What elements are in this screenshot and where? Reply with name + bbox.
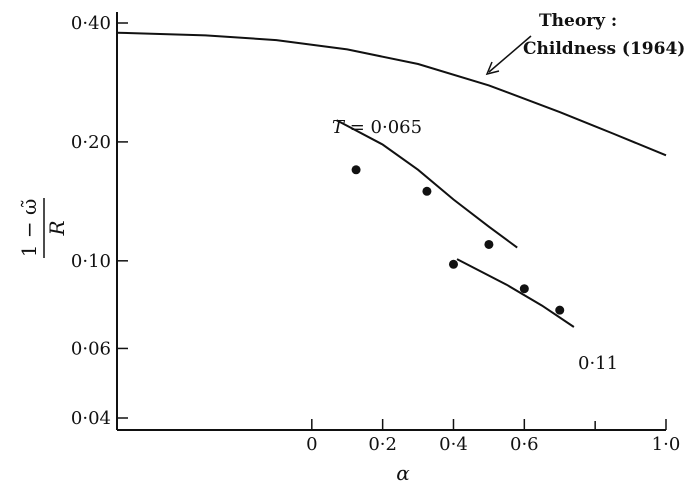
x-tick-label-1: 0·2 [368,434,397,455]
data-points [351,165,565,315]
t-label-value: = 0·065 [344,117,422,138]
y-tick-label-3: 0·06 [71,338,111,359]
y-ticks: 0·40 0·20 0·10 0·06 0·04 [71,13,128,429]
x-ticks: 0 0·2 0·4 0·6 1·0 [306,419,680,455]
x-axis-title: α [396,461,410,485]
series-line-0 [116,31,667,157]
t-label: T = 0·065 [332,117,422,138]
t-label-symbol: T [332,117,346,138]
y-axis-title-top: 1 − ω̃ [17,199,41,258]
data-point-2 [448,259,458,269]
y-tick-label-2: 0·10 [71,251,111,272]
x-tick-label-0: 0 [306,434,317,455]
x-tick-label-4: 1·0 [652,434,681,455]
data-point-4 [519,284,529,294]
x-tick-label-3: 0·6 [510,434,539,455]
data-point-3 [484,239,494,249]
series-lines [116,31,667,328]
theory-arrow [485,35,532,76]
series-line-1 [336,119,518,249]
theory-label-line1: Theory : [539,11,617,31]
data-point-1 [422,186,432,196]
theory-arrow-head [485,61,500,76]
theory-label-line2: Childness (1964) [523,39,685,59]
data-point-0 [351,165,361,175]
y-axis-title-bottom: R [45,220,69,236]
data-point-5 [555,305,565,315]
y-axis-title: 1 − ω̃ R [17,198,69,258]
y-tick-label-0: 0·40 [71,13,111,34]
label-011: 0·11 [578,353,618,374]
theory-arrow-shaft [488,35,532,73]
y-tick-label-4: 0·04 [71,408,111,429]
y-tick-label-1: 0·20 [71,132,111,153]
series-line-2 [456,258,575,328]
x-tick-label-2: 0·4 [439,434,468,455]
